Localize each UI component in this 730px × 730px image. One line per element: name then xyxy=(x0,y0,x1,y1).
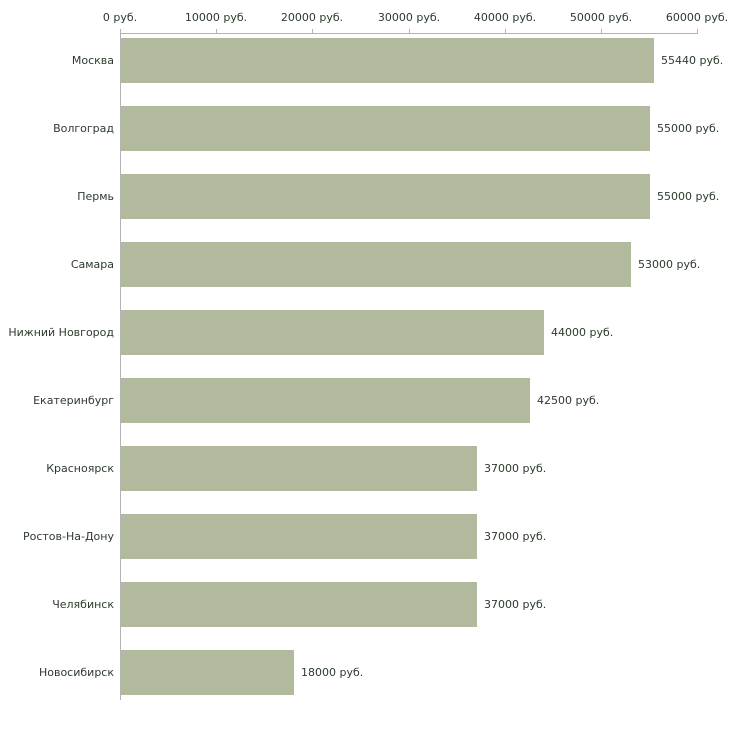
x-tick-label: 40000 руб. xyxy=(473,11,537,24)
bar xyxy=(121,582,477,627)
value-label: 55000 руб. xyxy=(657,122,720,135)
value-label: 42500 руб. xyxy=(537,394,600,407)
x-tick-label: 60000 руб. xyxy=(665,11,729,24)
x-tick-label: 20000 руб. xyxy=(280,11,344,24)
bar xyxy=(121,106,650,151)
category-label: Екатеринбург xyxy=(33,394,114,407)
bar xyxy=(121,38,654,83)
value-label: 37000 руб. xyxy=(484,530,547,543)
category-label: Москва xyxy=(71,54,114,67)
category-label: Волгоград xyxy=(53,122,114,135)
x-tick-mark xyxy=(697,29,698,33)
x-tick-label: 10000 руб. xyxy=(184,11,248,24)
bar xyxy=(121,310,544,355)
value-label: 44000 руб. xyxy=(551,326,614,339)
category-label: Новосибирск xyxy=(38,666,114,679)
category-label: Ростов-На-Дону xyxy=(22,530,114,543)
x-tick-mark xyxy=(505,29,506,33)
x-axis xyxy=(120,33,698,34)
bar xyxy=(121,446,477,491)
x-tick-label: 50000 руб. xyxy=(569,11,633,24)
y-axis xyxy=(120,33,121,700)
bar xyxy=(121,514,477,559)
category-label: Пермь xyxy=(77,190,114,203)
x-tick-mark xyxy=(120,29,121,33)
bar xyxy=(121,378,530,423)
bar xyxy=(121,174,650,219)
x-tick-mark xyxy=(409,29,410,33)
x-tick-mark xyxy=(312,29,313,33)
x-tick-label: 30000 руб. xyxy=(377,11,441,24)
value-label: 53000 руб. xyxy=(638,258,701,271)
category-label: Челябинск xyxy=(52,598,114,611)
category-label: Самара xyxy=(70,258,114,271)
bar xyxy=(121,242,631,287)
value-label: 18000 руб. xyxy=(301,666,364,679)
value-label: 55440 руб. xyxy=(661,54,724,67)
category-label: Нижний Новгород xyxy=(8,326,114,339)
value-label: 37000 руб. xyxy=(484,598,547,611)
x-tick-mark xyxy=(601,29,602,33)
bar xyxy=(121,650,294,695)
category-label: Красноярск xyxy=(46,462,114,475)
value-label: 37000 руб. xyxy=(484,462,547,475)
value-label: 55000 руб. xyxy=(657,190,720,203)
x-tick-label: 0 руб. xyxy=(102,11,138,24)
x-tick-mark xyxy=(216,29,217,33)
